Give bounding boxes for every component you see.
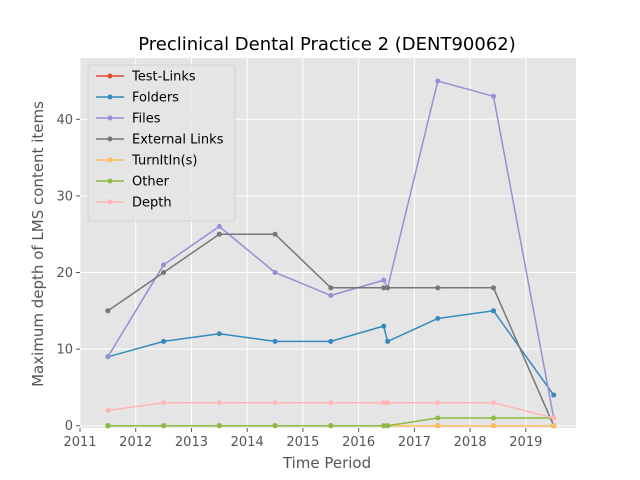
data-point-files — [491, 93, 497, 99]
data-point-external-links — [216, 231, 222, 237]
x-tick-label: 2019 — [509, 435, 542, 450]
data-point-depth — [161, 400, 167, 406]
data-point-files — [381, 277, 387, 283]
data-point-files — [272, 269, 278, 275]
legend-item: Other — [96, 175, 170, 190]
data-point-other — [161, 423, 167, 429]
data-point-other — [272, 423, 278, 429]
x-tick-label: 2018 — [454, 435, 487, 450]
series-line-external-links — [107, 233, 555, 427]
data-point-depth — [105, 407, 111, 413]
y-tick-label: 30 — [56, 189, 73, 204]
data-point-other — [381, 423, 387, 429]
legend-marker — [107, 115, 113, 121]
data-point-files — [216, 224, 222, 230]
data-point-other — [385, 423, 391, 429]
x-tick-label: 2012 — [119, 435, 152, 450]
legend-marker — [107, 178, 113, 184]
legend-item: Depth — [96, 196, 172, 211]
legend-item: TurnItIn(s) — [96, 154, 197, 169]
data-point-other — [491, 415, 497, 421]
data-point-turnitin-s — [435, 423, 441, 429]
legend-marker — [107, 199, 113, 205]
data-point-external-links — [381, 285, 387, 291]
legend-label: Other — [132, 175, 170, 190]
legend-marker — [107, 94, 113, 100]
x-axis-ticks: 2011 2012 2013 2014 2015 2016 2017 2018 2019 — [63, 428, 542, 450]
legend-item: Test-Links — [96, 70, 196, 85]
data-point-depth — [328, 400, 334, 406]
x-tick-label: 2011 — [63, 435, 96, 450]
series-line-depth — [107, 401, 554, 419]
data-point-other — [216, 423, 222, 429]
data-point-folders — [435, 315, 441, 321]
legend-frame — [87, 64, 236, 222]
data-point-folders — [491, 308, 497, 314]
data-point-turnitin-s — [551, 423, 557, 429]
legend-label: Test-Links — [131, 70, 196, 85]
data-point-external-links — [105, 308, 111, 314]
legend-label: Folders — [132, 91, 179, 106]
y-tick-label: 0 — [65, 419, 73, 434]
legend: Test-Links Folders Files External Links Turn… — [87, 64, 236, 222]
series-line-other — [107, 417, 554, 427]
legend-label: TurnItIn(s) — [131, 154, 197, 169]
legend-item: Files — [96, 112, 161, 127]
data-point-folders — [216, 331, 222, 337]
data-point-depth — [385, 400, 391, 406]
data-point-external-links — [491, 285, 497, 291]
data-point-turnitin-s — [491, 423, 497, 429]
data-point-external-links — [328, 285, 334, 291]
series-depth — [105, 400, 557, 421]
data-point-folders — [381, 323, 387, 329]
data-point-folders — [328, 338, 334, 344]
legend-label: External Links — [132, 133, 224, 148]
legend-label: Depth — [132, 196, 172, 211]
y-axis-label: Maximum depth of LMS content items — [29, 101, 47, 387]
data-point-files — [328, 292, 334, 298]
data-point-other — [328, 423, 334, 429]
data-point-depth — [272, 400, 278, 406]
data-point-folders — [161, 338, 167, 344]
data-point-folders — [385, 338, 391, 344]
legend-item: Folders — [96, 91, 179, 106]
data-point-depth — [216, 400, 222, 406]
data-point-depth — [551, 415, 557, 421]
data-point-external-links — [272, 231, 278, 237]
data-point-other — [105, 423, 111, 429]
y-tick-label: 20 — [56, 266, 73, 281]
series-folders — [105, 308, 557, 398]
data-point-files — [435, 78, 441, 84]
data-point-external-links — [435, 285, 441, 291]
series-layer — [105, 78, 557, 429]
legend-marker — [107, 73, 113, 79]
y-axis-ticks: 0 10 20 30 40 — [56, 113, 80, 434]
x-tick-label: 2013 — [175, 435, 208, 450]
data-point-files — [105, 354, 111, 360]
legend-item: External Links — [96, 133, 224, 148]
data-point-depth — [381, 400, 387, 406]
legend-marker — [107, 157, 113, 163]
legend-label: Files — [132, 112, 161, 127]
y-tick-label: 40 — [56, 113, 73, 128]
x-tick-label: 2014 — [231, 435, 264, 450]
data-point-folders — [551, 392, 557, 398]
x-tick-label: 2015 — [286, 435, 319, 450]
data-point-depth — [491, 400, 497, 406]
x-axis-label: Time Period — [282, 454, 371, 472]
data-point-folders — [272, 338, 278, 344]
legend-marker — [107, 136, 113, 142]
data-point-external-links — [161, 269, 167, 275]
data-point-other — [435, 415, 441, 421]
y-tick-label: 10 — [56, 343, 73, 358]
data-point-external-links — [385, 285, 391, 291]
x-tick-label: 2016 — [342, 435, 375, 450]
series-line-folders — [107, 309, 555, 396]
x-tick-label: 2017 — [398, 435, 431, 450]
chart-title: Preclinical Dental Practice 2 (DENT90062… — [138, 34, 516, 55]
data-point-depth — [435, 400, 441, 406]
data-point-files — [161, 262, 167, 268]
